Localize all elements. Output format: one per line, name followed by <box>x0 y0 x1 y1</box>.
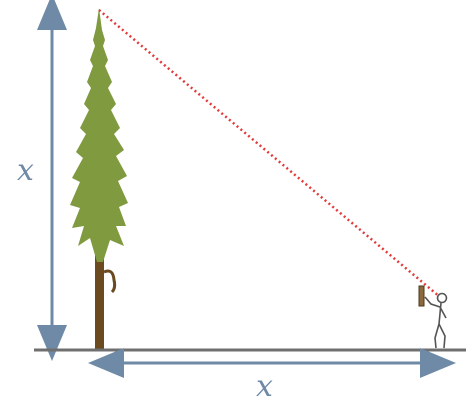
person <box>418 285 448 349</box>
tree <box>70 8 128 350</box>
measuring-stick <box>418 285 425 307</box>
tree-branch <box>103 269 117 294</box>
horizontal-label: x <box>256 369 273 401</box>
tree-foliage <box>70 8 128 262</box>
vertical-label: x <box>17 153 34 188</box>
sight-line <box>98 9 441 298</box>
tree-trunk <box>95 245 104 350</box>
person-head <box>436 292 448 304</box>
